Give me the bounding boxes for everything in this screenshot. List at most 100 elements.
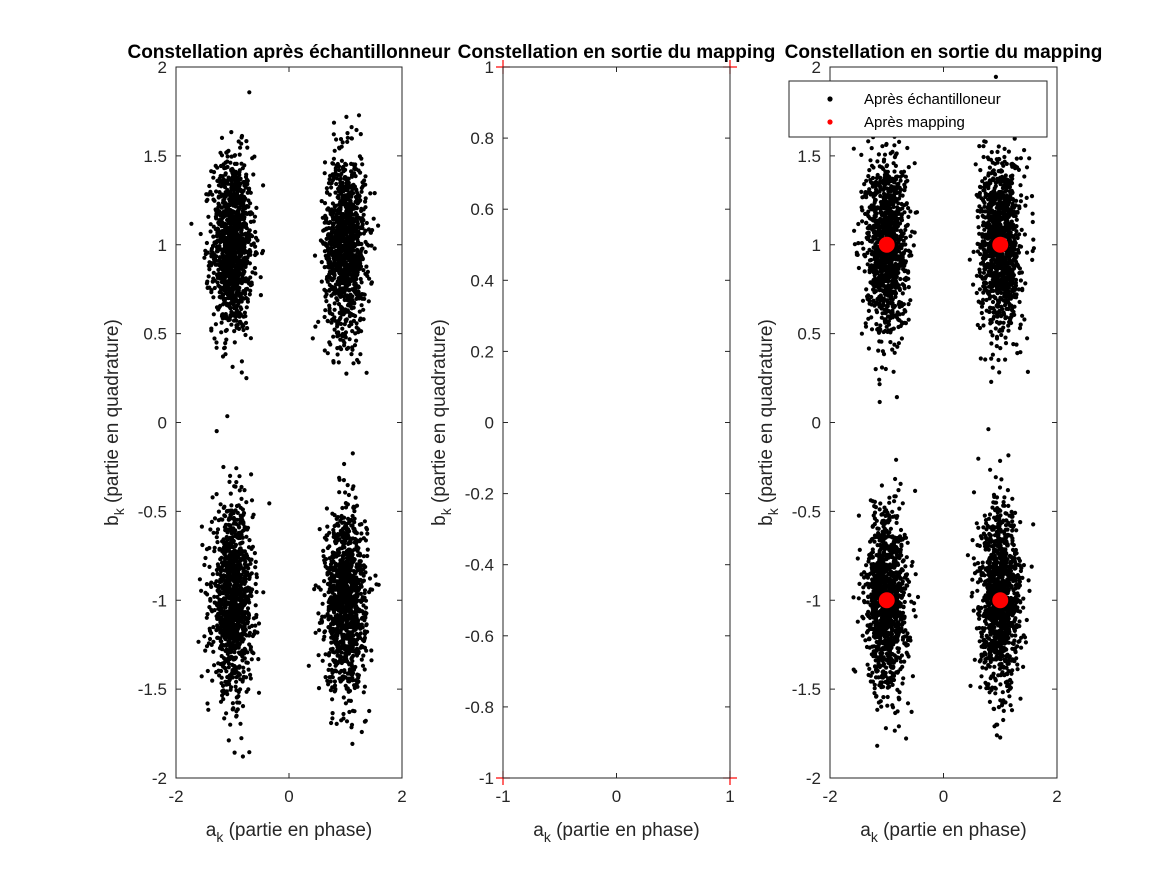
y-tick-label: -0.8 bbox=[465, 698, 494, 717]
y-axis-label-main: b bbox=[429, 515, 450, 526]
scatter-point bbox=[349, 589, 354, 594]
scatter-point bbox=[246, 667, 251, 672]
scatter-point bbox=[360, 663, 366, 668]
scatter-point bbox=[354, 587, 359, 593]
scatter-point bbox=[361, 578, 366, 583]
scatter-point bbox=[338, 137, 344, 142]
scatter-point bbox=[328, 236, 333, 241]
scatter-point bbox=[334, 721, 339, 727]
y-tick-label: -0.6 bbox=[465, 627, 494, 646]
scatter-point bbox=[327, 177, 332, 182]
scatter-point bbox=[354, 631, 359, 637]
scatter-point bbox=[244, 675, 249, 680]
x-tick-label: 0 bbox=[284, 787, 293, 806]
scatter-point bbox=[199, 674, 204, 679]
scatter-point bbox=[360, 637, 365, 643]
y-tick-label: -0.2 bbox=[465, 485, 494, 504]
scatter-point bbox=[216, 262, 222, 268]
scatter-point bbox=[223, 584, 228, 589]
scatter-point bbox=[322, 579, 327, 584]
scatter-point bbox=[360, 226, 365, 231]
scatter-point bbox=[331, 156, 336, 161]
scatter-point bbox=[359, 729, 364, 735]
scatter-point bbox=[342, 608, 347, 613]
scatter-point bbox=[223, 568, 228, 573]
scatter-point bbox=[229, 525, 234, 531]
scatter-point bbox=[225, 682, 230, 687]
scatter-point bbox=[216, 267, 221, 272]
scatter-point bbox=[239, 141, 244, 146]
scatter-point bbox=[233, 169, 238, 174]
scatter-point bbox=[209, 519, 214, 525]
scatter-point bbox=[330, 278, 335, 283]
scatter-point bbox=[214, 628, 219, 633]
sampler-points bbox=[189, 90, 381, 759]
scatter-point bbox=[214, 189, 219, 194]
scatter-point bbox=[244, 139, 249, 144]
scatter-point bbox=[244, 689, 249, 694]
scatter-point bbox=[245, 563, 250, 568]
scatter-point bbox=[325, 613, 330, 618]
scatter-point bbox=[244, 237, 249, 242]
scatter-point bbox=[324, 299, 329, 304]
scatter-point bbox=[330, 225, 335, 230]
scatter-point bbox=[349, 605, 354, 610]
scatter-point bbox=[323, 308, 328, 313]
scatter-point bbox=[361, 268, 366, 273]
scatter-point bbox=[247, 750, 252, 755]
scatter-point bbox=[244, 500, 249, 505]
scatter-point bbox=[238, 721, 243, 726]
scatter-point bbox=[211, 234, 216, 239]
scatter-point bbox=[209, 584, 214, 590]
plot-title: Constellation après échantillonneur bbox=[127, 42, 451, 63]
scatter-point bbox=[369, 280, 374, 285]
scatter-point bbox=[244, 534, 249, 539]
scatter-point bbox=[347, 709, 352, 715]
scatter-point bbox=[248, 288, 253, 293]
scatter-point bbox=[341, 539, 346, 544]
scatter-point bbox=[212, 336, 217, 341]
scatter-point bbox=[230, 171, 235, 176]
scatter-point bbox=[239, 306, 244, 312]
scatter-point bbox=[326, 617, 331, 622]
scatter-point bbox=[337, 206, 342, 211]
scatter-point bbox=[225, 203, 230, 208]
scatter-point bbox=[322, 348, 327, 353]
scatter-point bbox=[227, 580, 232, 585]
scatter-point bbox=[333, 286, 338, 291]
scatter-point bbox=[223, 341, 228, 346]
scatter-point bbox=[214, 254, 219, 259]
scatter-point bbox=[233, 237, 238, 242]
scatter-point bbox=[352, 264, 357, 269]
scatter-point bbox=[338, 256, 343, 261]
scatter-point bbox=[222, 221, 228, 226]
scatter-point bbox=[224, 211, 230, 216]
scatter-point bbox=[324, 216, 329, 221]
scatter-point bbox=[240, 754, 245, 759]
scatter-point bbox=[366, 299, 371, 304]
scatter-point bbox=[233, 684, 238, 689]
y-tick-label: 0.6 bbox=[470, 200, 494, 219]
scatter-point bbox=[232, 257, 237, 262]
scatter-point bbox=[204, 582, 209, 587]
scatter-point bbox=[238, 312, 243, 317]
scatter-point bbox=[203, 555, 208, 561]
scatter-point bbox=[207, 183, 212, 189]
scatter-point bbox=[240, 620, 245, 625]
scatter-point bbox=[240, 679, 245, 684]
scatter-point bbox=[337, 477, 342, 482]
scatter-point bbox=[249, 657, 254, 662]
scatter-point bbox=[350, 553, 355, 558]
scatter-point bbox=[346, 567, 351, 572]
scatter-point bbox=[354, 197, 359, 202]
scatter-point bbox=[859, 331, 865, 336]
scatter-point bbox=[323, 557, 329, 562]
scatter-point bbox=[339, 158, 344, 163]
scatter-point bbox=[359, 189, 364, 194]
scatter-point bbox=[344, 266, 349, 271]
scatter-point bbox=[217, 255, 222, 260]
scatter-point bbox=[336, 223, 341, 228]
plot-title: Constellation en sortie du mapping bbox=[458, 42, 776, 63]
scatter-point bbox=[230, 670, 235, 675]
scatter-point bbox=[332, 513, 337, 518]
